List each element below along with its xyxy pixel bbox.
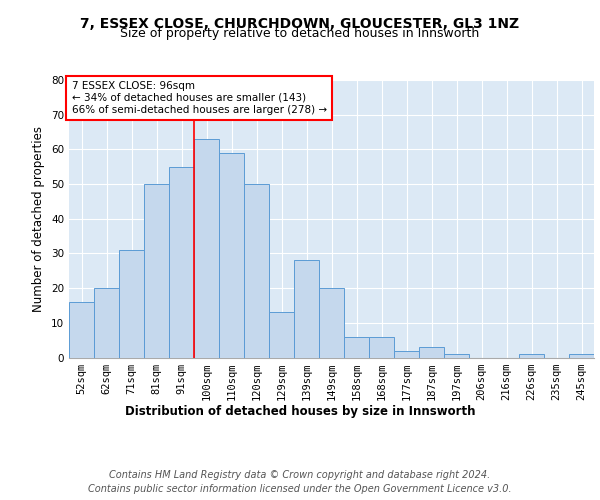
Bar [369, 336, 394, 357]
Bar [444, 354, 469, 358]
Text: 7 ESSEX CLOSE: 96sqm
← 34% of detached houses are smaller (143)
66% of semi-deta: 7 ESSEX CLOSE: 96sqm ← 34% of detached h… [71, 82, 327, 114]
Bar [94, 288, 119, 358]
Bar [194, 139, 219, 358]
Text: Contains HM Land Registry data © Crown copyright and database right 2024.
Contai: Contains HM Land Registry data © Crown c… [88, 470, 512, 494]
Bar [69, 302, 94, 358]
Bar [519, 354, 544, 358]
Text: Distribution of detached houses by size in Innsworth: Distribution of detached houses by size … [125, 405, 475, 418]
Bar [144, 184, 169, 358]
Bar [219, 153, 244, 358]
Text: Size of property relative to detached houses in Innsworth: Size of property relative to detached ho… [121, 28, 479, 40]
Bar [344, 336, 369, 357]
Text: 7, ESSEX CLOSE, CHURCHDOWN, GLOUCESTER, GL3 1NZ: 7, ESSEX CLOSE, CHURCHDOWN, GLOUCESTER, … [80, 18, 520, 32]
Bar [394, 350, 419, 358]
Bar [244, 184, 269, 358]
Bar [419, 347, 444, 358]
Bar [294, 260, 319, 358]
Y-axis label: Number of detached properties: Number of detached properties [32, 126, 46, 312]
Bar [169, 166, 194, 358]
Bar [569, 354, 594, 358]
Bar [319, 288, 344, 358]
Bar [119, 250, 144, 358]
Bar [269, 312, 294, 358]
